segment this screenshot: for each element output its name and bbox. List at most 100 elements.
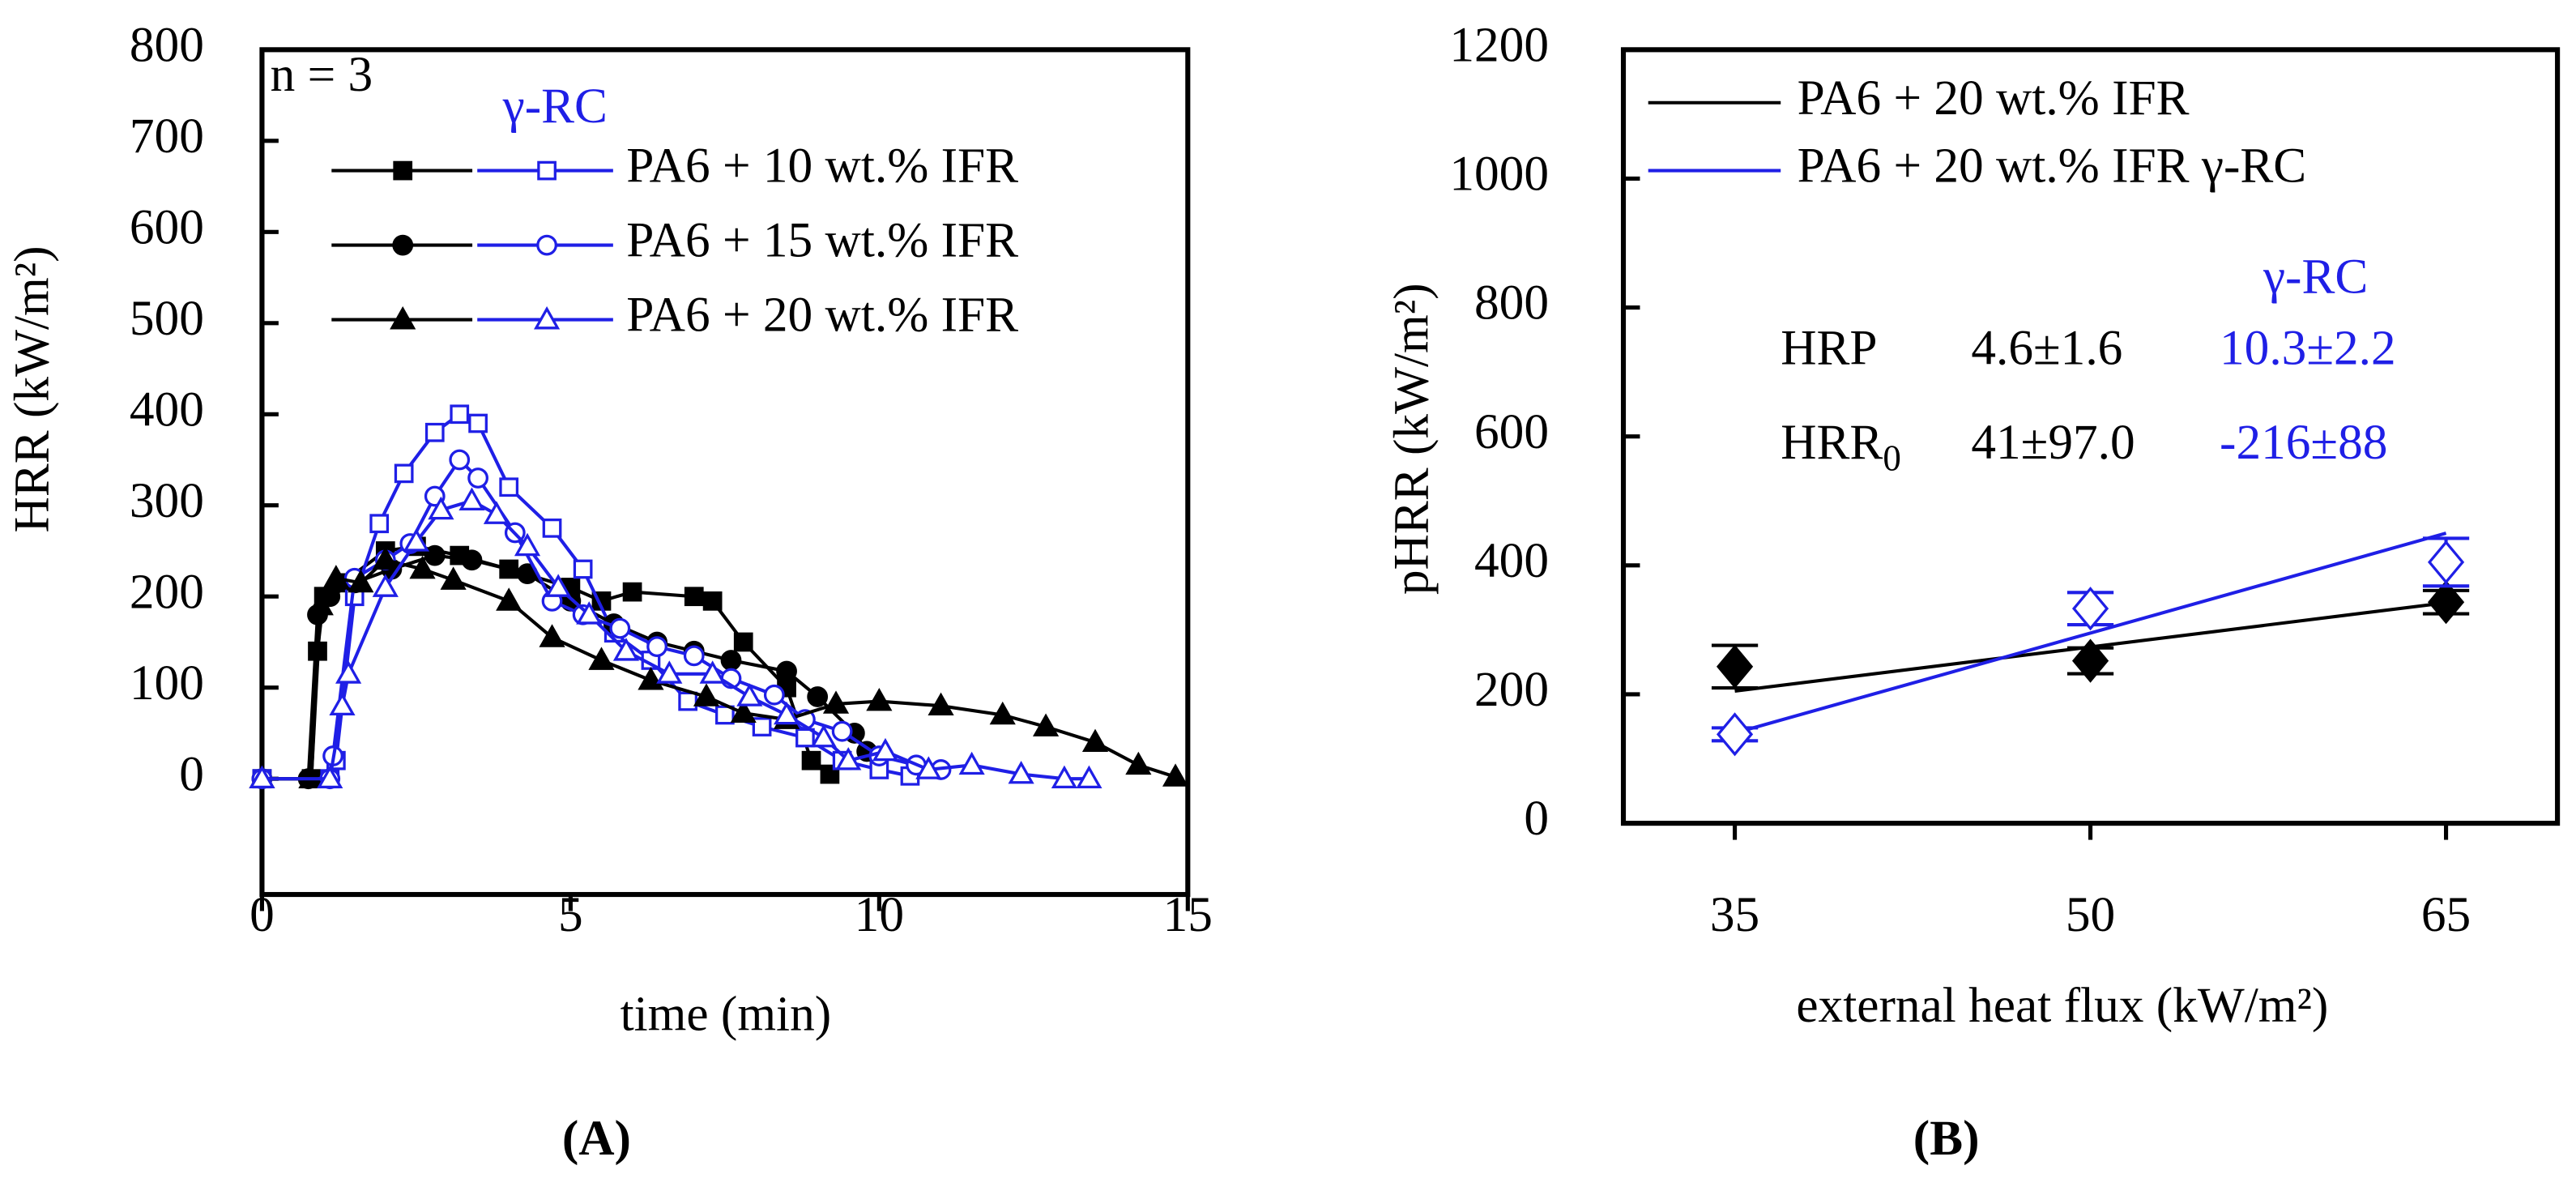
marker — [730, 699, 757, 724]
marker — [638, 667, 664, 690]
marker — [684, 587, 704, 607]
marker — [394, 463, 414, 484]
marker — [2071, 587, 2109, 631]
x-tick-label: 35 — [1710, 887, 1759, 942]
y-tick-label: 100 — [130, 655, 204, 711]
marker — [307, 591, 334, 616]
marker — [915, 756, 942, 779]
marker — [678, 691, 698, 711]
legend-marker — [537, 160, 557, 181]
cell-text: 10.3±2.2 — [2220, 321, 2396, 376]
table-cell: HRP — [1781, 321, 1877, 376]
marker — [795, 728, 815, 748]
y-tick-label: 200 — [130, 564, 204, 619]
y-axis-label: pHRR (kW/m²) — [1384, 283, 1439, 595]
marker — [835, 747, 862, 771]
marker — [440, 566, 467, 590]
y-tick-label: 800 — [130, 17, 204, 72]
panel-label: (B) — [1913, 1111, 1980, 1166]
marker — [807, 686, 829, 707]
marker — [928, 692, 954, 716]
marker — [720, 650, 742, 671]
marker — [545, 574, 572, 597]
marker — [1008, 760, 1034, 784]
marker — [1125, 751, 1152, 775]
marker — [322, 565, 349, 588]
marker — [776, 660, 797, 682]
marker — [609, 617, 631, 639]
marker — [409, 555, 436, 579]
marker — [369, 514, 390, 534]
marker — [461, 549, 483, 571]
table-cell: HRR0 — [1781, 415, 1901, 479]
marker — [450, 404, 470, 425]
marker — [612, 638, 640, 661]
y-tick-label: 1000 — [1449, 147, 1549, 202]
marker — [702, 591, 723, 611]
table-cell: -216±88 — [2220, 415, 2387, 470]
y-tick-label: 1200 — [1449, 17, 1549, 72]
annotation: n = 3 — [271, 47, 373, 102]
y-tick-label: 700 — [130, 109, 204, 164]
y-tick-label: 400 — [1474, 533, 1549, 588]
cell-text: HRR — [1781, 415, 1883, 470]
legend-marker — [536, 234, 557, 256]
marker — [683, 645, 705, 667]
marker — [872, 737, 899, 762]
cell-text: -216±88 — [2220, 415, 2387, 470]
marker — [699, 660, 726, 684]
y-tick-label: 500 — [130, 291, 204, 346]
marker — [403, 528, 430, 552]
marker — [539, 624, 565, 647]
group-header: γ-RC — [2263, 250, 2368, 305]
legend-marker — [393, 160, 413, 181]
marker — [656, 660, 683, 684]
legend-label: PA6 + 10 wt.% IFR — [626, 139, 1018, 194]
marker — [736, 683, 763, 706]
x-tick-label: 15 — [1163, 887, 1213, 942]
y-axis-label: HRR (kW/m²) — [4, 245, 59, 532]
marker — [773, 701, 800, 725]
marker — [372, 574, 399, 597]
cell-text: 41±97.0 — [1971, 415, 2135, 470]
marker — [372, 546, 399, 570]
x-axis-label: external heat flux (kW/m²) — [1796, 978, 2328, 1033]
marker — [1076, 765, 1102, 789]
marker — [646, 636, 667, 657]
x-tick-label: 0 — [249, 887, 275, 942]
marker — [249, 765, 275, 789]
fit-line — [1734, 531, 2447, 735]
marker — [1716, 712, 1754, 757]
cell-text: HRP — [1781, 321, 1877, 376]
marker — [1162, 763, 1189, 787]
marker — [449, 449, 471, 471]
marker — [2427, 580, 2465, 625]
x-tick-label: 5 — [558, 887, 583, 942]
x-axis-label: time (min) — [621, 986, 832, 1041]
cell-text: 4.6±1.6 — [1971, 321, 2122, 376]
group-header: γ-RC — [502, 79, 608, 134]
legend-marker — [392, 234, 414, 256]
marker — [989, 701, 1016, 725]
y-tick-label: 0 — [1524, 791, 1549, 846]
cell-subscript: 0 — [1883, 438, 1900, 479]
table-cell: 41±97.0 — [1971, 415, 2135, 470]
plot-frame — [259, 47, 1191, 898]
marker — [866, 687, 893, 711]
marker — [1032, 713, 1060, 736]
marker — [958, 751, 985, 775]
marker — [514, 532, 541, 557]
legend-label: PA6 + 20 wt.% IFR γ-RC — [1798, 139, 2307, 194]
marker — [588, 647, 615, 670]
legend-marker — [390, 305, 416, 330]
y-tick-label: 600 — [130, 199, 204, 254]
marker — [458, 487, 485, 510]
y-tick-label: 800 — [1474, 275, 1549, 331]
marker — [2071, 638, 2109, 683]
marker — [822, 690, 850, 714]
x-tick-label: 50 — [2066, 887, 2115, 942]
y-tick-label: 200 — [1474, 662, 1549, 717]
marker — [801, 750, 821, 771]
